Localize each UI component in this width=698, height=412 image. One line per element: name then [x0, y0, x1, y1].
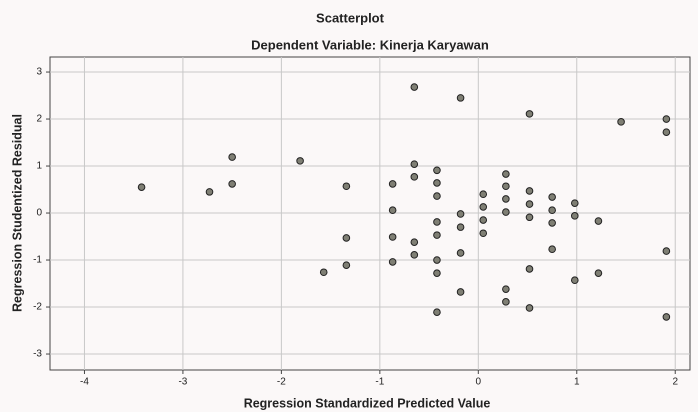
point [434, 270, 441, 277]
point [389, 234, 396, 241]
point [618, 119, 625, 126]
point [389, 207, 396, 214]
point [434, 309, 441, 316]
point [480, 230, 487, 237]
point [572, 277, 579, 284]
x-tick-label: 0 [476, 377, 482, 388]
x-tick-label: -3 [178, 377, 187, 388]
point [549, 194, 556, 201]
x-tick-label: 2 [672, 377, 678, 388]
point [526, 188, 533, 195]
point [138, 184, 145, 191]
point [526, 111, 533, 118]
x-tick-label: -4 [80, 377, 89, 388]
point [411, 252, 418, 259]
point [503, 196, 510, 203]
point [434, 219, 441, 226]
point [595, 270, 602, 277]
point [503, 183, 510, 190]
y-tick-label: 3 [36, 67, 42, 78]
point [480, 191, 487, 198]
point [411, 174, 418, 181]
point [595, 218, 602, 225]
point [457, 211, 464, 218]
chart-subtitle: Dependent Variable: Kinerja Karyawan [251, 37, 489, 52]
point [457, 95, 464, 102]
y-axis-label: Regression Studentized Residual [10, 114, 24, 312]
point [457, 250, 464, 257]
point [206, 189, 213, 196]
point [434, 180, 441, 187]
point [343, 235, 350, 242]
background [0, 0, 698, 412]
point [457, 289, 464, 296]
point [389, 259, 396, 266]
y-tick-label: 2 [36, 114, 42, 125]
x-tick-label: 1 [574, 377, 580, 388]
point [526, 266, 533, 273]
point [297, 158, 304, 165]
point [434, 167, 441, 174]
point [526, 305, 533, 312]
point [549, 207, 556, 214]
point [663, 116, 670, 123]
point [503, 171, 510, 178]
point [663, 129, 670, 136]
y-tick-label: 0 [36, 208, 42, 219]
point [434, 257, 441, 264]
point [457, 224, 464, 231]
x-tick-label: -1 [375, 377, 384, 388]
point [320, 269, 327, 276]
x-tick-label: -2 [277, 377, 286, 388]
point [229, 181, 236, 188]
y-tick-label: -3 [33, 349, 42, 360]
point [503, 286, 510, 293]
point [343, 183, 350, 190]
point [549, 246, 556, 253]
point [526, 214, 533, 221]
point [572, 213, 579, 220]
y-tick-label: -1 [33, 255, 42, 266]
point [663, 314, 670, 321]
point [411, 84, 418, 91]
y-tick-label: -2 [33, 302, 42, 313]
point [411, 161, 418, 168]
y-tick-label: 1 [36, 161, 42, 172]
chart-title: Scatterplot [316, 10, 385, 25]
point [480, 217, 487, 224]
point [526, 201, 533, 208]
point [663, 248, 670, 255]
x-axis-label: Regression Standardized Predicted Value [244, 396, 491, 410]
point [549, 220, 556, 227]
point [434, 193, 441, 200]
point [480, 204, 487, 211]
point [229, 154, 236, 161]
point [343, 262, 350, 269]
chart: Scatterplot Dependent Variable: Kinerja … [0, 0, 698, 412]
point [572, 200, 579, 207]
point [411, 239, 418, 246]
point [434, 232, 441, 239]
point [389, 181, 396, 188]
point [503, 209, 510, 216]
point [503, 299, 510, 306]
